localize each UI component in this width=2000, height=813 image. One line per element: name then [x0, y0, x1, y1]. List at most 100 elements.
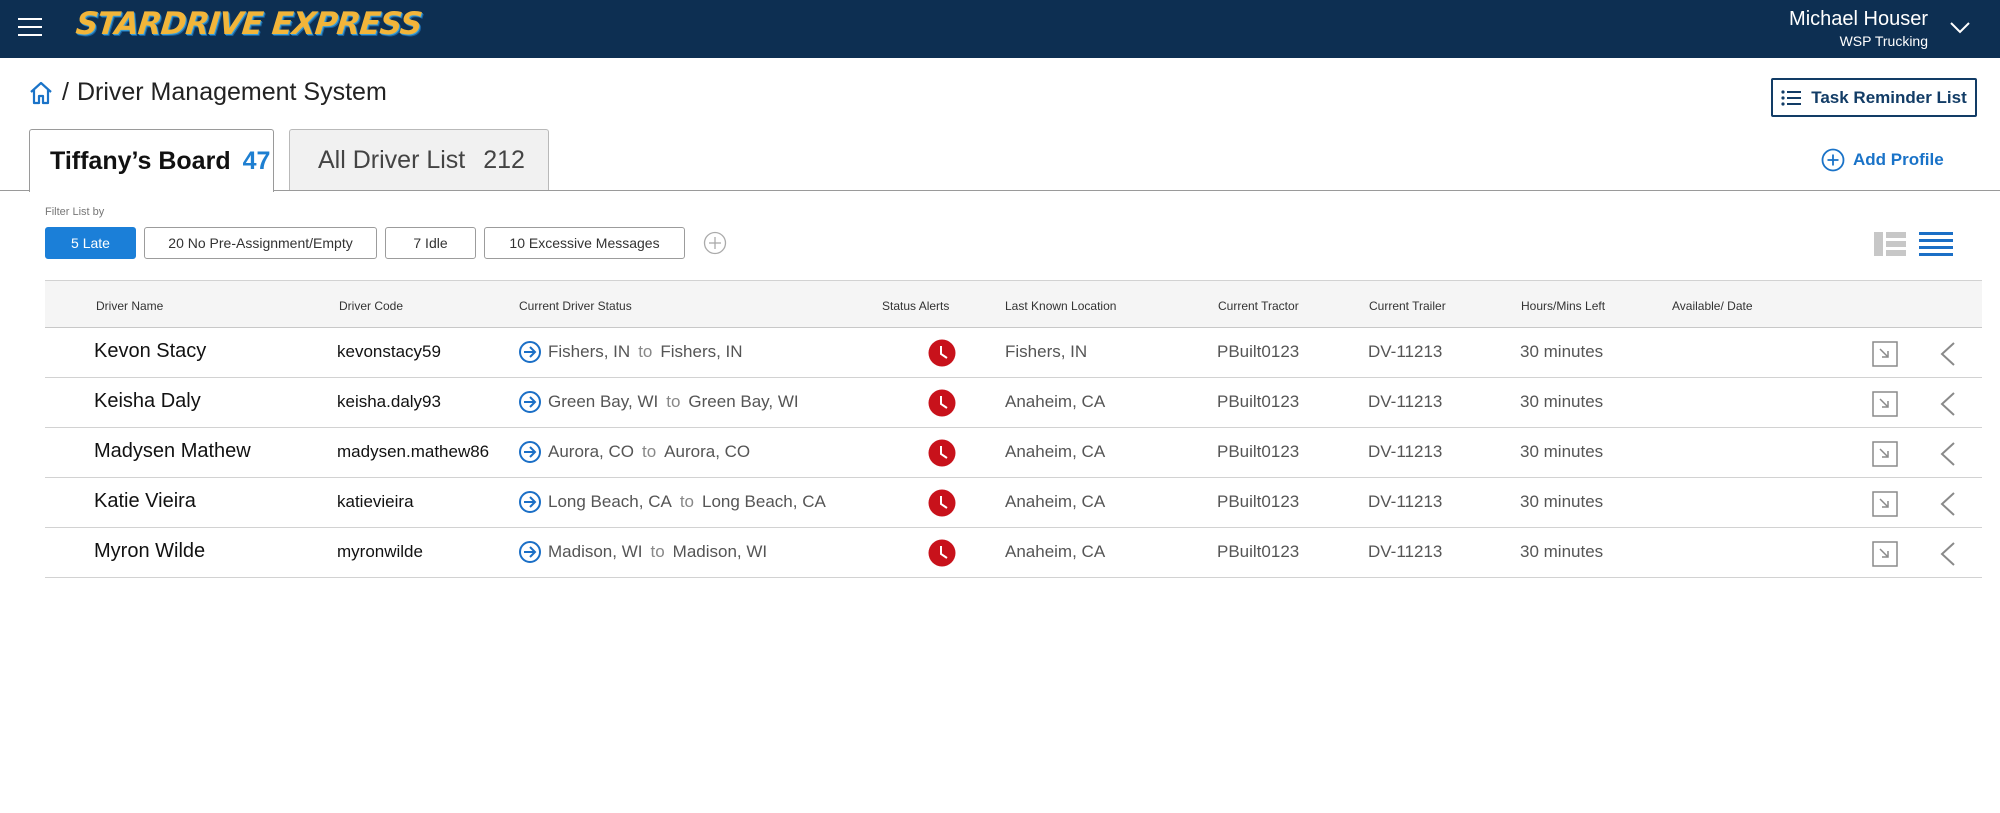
filter-chip-excessive-messages[interactable]: 10 Excessive Messages [484, 227, 685, 259]
column-header[interactable]: Current Driver Status [519, 299, 632, 313]
chevron-left-icon[interactable] [1938, 491, 1958, 517]
driver-code: keisha.daly93 [337, 392, 441, 411]
column-header[interactable]: Last Known Location [1005, 299, 1117, 313]
table-row[interactable]: Myron Wilde myronwilde Madison, WI to Ma… [45, 528, 1982, 578]
split-list-view-icon[interactable] [1873, 231, 1907, 257]
filter-chip-idle[interactable]: 7 Idle [385, 227, 476, 259]
filter-chips: 5 Late 20 No Pre-Assignment/Empty 7 Idle… [45, 227, 727, 259]
column-header[interactable]: Driver Name [96, 299, 164, 313]
filter-label: Filter List by [45, 206, 105, 218]
table-row[interactable]: Kevon Stacy kevonstacy59 Fishers, IN to … [45, 328, 1982, 378]
hamburger-menu-icon[interactable] [18, 18, 42, 38]
plus-circle-icon [1821, 148, 1845, 172]
chevron-left-icon[interactable] [1938, 541, 1958, 567]
current-tractor: PBuilt0123 [1217, 342, 1300, 361]
table-header: Driver Name Driver Code Current Driver S… [45, 280, 1982, 328]
driver-name[interactable]: Myron Wilde [94, 540, 206, 562]
page-title: Driver Management System [76, 78, 387, 106]
status-to-word: to [666, 392, 681, 411]
driver-status: Aurora, CO to Aurora, CO [518, 440, 750, 464]
status-destination: Long Beach, CA [702, 492, 826, 511]
driver-code: kevonstacy59 [337, 342, 441, 361]
top-bar: STARDRIVE EXPRESS Michael Houser WSP Tru… [0, 0, 2000, 58]
current-trailer: DV-11213 [1368, 392, 1443, 411]
table-row[interactable]: Katie Vieira katievieira Long Beach, CA … [45, 478, 1982, 528]
driver-status: Fishers, IN to Fishers, IN [518, 340, 743, 364]
column-header[interactable]: Status Alerts [882, 299, 950, 313]
arrow-circle-icon [519, 541, 541, 563]
open-external-icon[interactable] [1872, 341, 1898, 367]
current-trailer: DV-11213 [1368, 492, 1443, 511]
last-known-location: Anaheim, CA [1005, 542, 1106, 561]
column-header[interactable]: Available/ Date [1672, 299, 1753, 313]
chevron-left-icon[interactable] [1938, 391, 1958, 417]
add-profile-button[interactable]: Add Profile [1821, 148, 1944, 172]
driver-name[interactable]: Keisha Daly [94, 390, 201, 412]
arrow-circle-icon [519, 391, 541, 413]
breadcrumb: / Driver Management System [28, 78, 387, 107]
tab-label: All Driver List [318, 146, 466, 174]
driver-status: Green Bay, WI to Green Bay, WI [518, 390, 799, 414]
tab-count: 212 [483, 146, 525, 174]
filter-chip-late[interactable]: 5 Late [45, 227, 136, 259]
home-icon[interactable] [28, 80, 54, 106]
status-origin: Fishers, IN [548, 342, 631, 361]
chevron-down-icon[interactable] [1948, 17, 1972, 37]
list-view-icon[interactable] [1919, 231, 1953, 257]
chevron-left-icon[interactable] [1938, 341, 1958, 367]
last-known-location: Anaheim, CA [1005, 442, 1106, 461]
open-external-icon[interactable] [1872, 541, 1898, 567]
column-header[interactable]: Driver Code [339, 299, 404, 313]
open-external-icon[interactable] [1872, 391, 1898, 417]
chevron-left-icon[interactable] [1938, 441, 1958, 467]
clock-alert-icon[interactable] [928, 439, 956, 467]
clock-alert-icon[interactable] [928, 539, 956, 567]
hours-left: 30 minutes [1520, 442, 1604, 461]
table-row[interactable]: Keisha Daly keisha.daly93 Green Bay, WI … [45, 378, 1982, 428]
app-logo[interactable]: STARDRIVE EXPRESS [74, 6, 424, 42]
current-tractor: PBuilt0123 [1217, 492, 1300, 511]
open-external-icon[interactable] [1872, 441, 1898, 467]
column-header[interactable]: Hours/Mins Left [1521, 299, 1606, 313]
hours-left: 30 minutes [1520, 542, 1604, 561]
clock-alert-icon[interactable] [928, 489, 956, 517]
column-header[interactable]: Current Tractor [1218, 299, 1299, 313]
task-reminder-label: Task Reminder List [1811, 87, 1967, 107]
user-company: WSP Trucking [1839, 33, 1928, 49]
driver-code: myronwilde [337, 542, 423, 561]
arrow-circle-icon [519, 341, 541, 363]
status-to-word: to [650, 542, 665, 561]
driver-name[interactable]: Madysen Mathew [94, 440, 251, 462]
last-known-location: Anaheim, CA [1005, 492, 1106, 511]
open-external-icon[interactable] [1872, 491, 1898, 517]
task-reminder-button[interactable]: Task Reminder List [1771, 78, 1977, 117]
tab-all-driver-list[interactable]: All Driver List 212 [289, 129, 549, 191]
arrow-circle-icon [519, 491, 541, 513]
driver-code: katievieira [337, 492, 414, 511]
current-tractor: PBuilt0123 [1217, 442, 1300, 461]
add-profile-label: Add Profile [1853, 150, 1944, 169]
driver-name[interactable]: Kevon Stacy [94, 340, 207, 362]
current-trailer: DV-11213 [1368, 342, 1443, 361]
clock-alert-icon[interactable] [928, 339, 956, 367]
status-destination: Green Bay, WI [688, 392, 799, 411]
table-row[interactable]: Madysen Mathew madysen.mathew86 Aurora, … [45, 428, 1982, 478]
tab-tiffanys-board[interactable]: Tiffany’s Board 47 [29, 129, 274, 192]
status-to-word: to [638, 342, 653, 361]
tab-count: 47 [242, 146, 271, 175]
column-header[interactable]: Current Trailer [1369, 299, 1446, 313]
current-tractor: PBuilt0123 [1217, 542, 1300, 561]
status-destination: Aurora, CO [664, 442, 751, 461]
driver-table: Driver Name Driver Code Current Driver S… [45, 280, 1982, 578]
status-destination: Madison, WI [672, 542, 768, 561]
user-info[interactable]: Michael Houser WSP Trucking [1789, 8, 1928, 50]
status-origin: Madison, WI [548, 542, 643, 561]
filter-chip-no-pre-assignment[interactable]: 20 No Pre-Assignment/Empty [144, 227, 377, 259]
tab-divider [0, 190, 2000, 191]
current-tractor: PBuilt0123 [1217, 392, 1300, 411]
status-to-word: to [679, 492, 694, 511]
driver-name[interactable]: Katie Vieira [94, 490, 196, 512]
clock-alert-icon[interactable] [928, 389, 956, 417]
status-destination: Fishers, IN [660, 342, 743, 361]
plus-circle-icon[interactable] [703, 231, 727, 255]
